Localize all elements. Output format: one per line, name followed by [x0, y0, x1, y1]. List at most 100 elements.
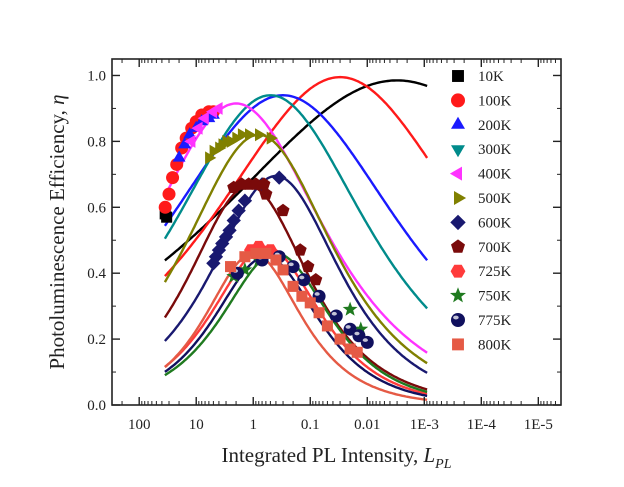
data-point-500k — [255, 128, 267, 142]
legend-label-800k: 800K — [478, 337, 512, 353]
data-point-700k — [309, 273, 323, 286]
legend-marker-775k — [451, 313, 465, 327]
x-tick-label: 10 — [189, 417, 204, 433]
data-point-700k — [257, 177, 271, 190]
data-point-800k — [296, 290, 308, 302]
legend-marker-750k — [450, 287, 466, 303]
plot-frame — [111, 58, 562, 406]
legend-marker-725k — [450, 264, 466, 278]
x-axis-label-text: Integrated PL Intensity, — [221, 443, 423, 467]
y-tick-label: 0.2 — [87, 332, 106, 348]
data-point-800k — [277, 264, 289, 276]
legend: 10K 100K 200K 300K 400K 500K 600K 700K 725K 750K 7… — [449, 69, 512, 353]
data-point-800k — [287, 280, 299, 292]
data-point-100k — [162, 187, 176, 201]
data-point-800k — [334, 333, 346, 345]
x-tick-label: 1E-3 — [410, 417, 439, 433]
x-tick-label: 100 — [128, 417, 151, 433]
data-point-750k — [237, 262, 253, 277]
y-axis-label: Photoluminescence Efficiency, η — [45, 94, 69, 369]
y-tick-label: 0.8 — [87, 134, 106, 150]
legend-marker-200k — [451, 116, 465, 129]
data-point-100k — [158, 200, 172, 214]
x-tick-label: 0.1 — [301, 417, 320, 433]
sphere-highlight — [362, 338, 368, 342]
data-point-500k — [237, 128, 250, 142]
sphere-body — [451, 313, 465, 327]
data-point-200k — [183, 127, 197, 139]
x-tick-label: 1E-5 — [524, 417, 553, 433]
data-point-600k — [272, 170, 287, 185]
data-point-700k — [301, 259, 315, 273]
data-point-800k — [260, 247, 272, 259]
fit-curve-725k — [164, 245, 428, 396]
sphere-highlight — [331, 311, 337, 316]
data-point-400k — [191, 121, 203, 135]
legend-label-750k: 750K — [478, 289, 512, 305]
legend-marker-700k — [451, 239, 465, 253]
legend-marker-500k — [454, 191, 467, 205]
data-point-775k — [286, 260, 300, 274]
data-point-750k — [342, 301, 358, 316]
legend-label-600k: 600K — [478, 215, 512, 231]
data-point-500k — [245, 128, 257, 142]
y-tick-label: 0.0 — [87, 398, 106, 414]
data-point-800k — [225, 261, 237, 273]
data-point-600k — [231, 203, 246, 218]
legend-label-775k: 775K — [478, 313, 512, 329]
legend-marker-400k — [449, 166, 462, 181]
y-axis-ticks: 0.0 0.2 0.4 0.6 0.8 1.0 — [87, 68, 561, 414]
data-point-10k — [161, 211, 173, 223]
legend-label-700k: 700K — [478, 240, 512, 256]
data-point-800k — [344, 343, 356, 355]
data-point-200k — [172, 150, 186, 162]
fit-curve-600k — [164, 174, 428, 374]
data-point-500k — [205, 151, 217, 165]
fit-curve-800k — [164, 252, 428, 401]
legend-marker-10k — [452, 70, 464, 82]
data-point-775k — [297, 273, 311, 287]
legend-label-500k: 500K — [478, 191, 512, 207]
legend-label-725k: 725K — [478, 264, 512, 280]
legend-marker-600k — [450, 214, 466, 231]
sphere-body — [297, 273, 311, 287]
fit-curve-100k — [164, 75, 429, 277]
data-point-800k — [270, 254, 282, 266]
sphere-highlight — [345, 325, 351, 329]
fit-curve-500k — [163, 133, 428, 365]
data-point-775k — [343, 322, 357, 336]
data-point-775k — [329, 309, 343, 323]
data-point-400k — [211, 102, 223, 115]
data-point-400k — [197, 111, 209, 125]
fit-curves — [163, 75, 429, 401]
data-point-500k — [266, 131, 278, 145]
data-point-400k — [184, 134, 196, 148]
x-tick-label: 0.01 — [354, 417, 380, 433]
y-tick-label: 0.6 — [87, 200, 106, 216]
data-point-800k — [321, 320, 333, 332]
data-point-800k — [351, 346, 363, 358]
data-point-100k — [166, 171, 180, 185]
data-points — [158, 102, 374, 358]
data-point-700k — [276, 203, 290, 217]
legend-label-300k: 300K — [478, 142, 512, 158]
data-point-775k — [312, 289, 326, 303]
sphere-highlight — [453, 315, 459, 320]
y-axis-label-text: Photoluminescence Efficiency, — [45, 105, 69, 370]
sphere-highlight — [288, 262, 294, 267]
x-axis-label: Integrated PL Intensity, LPL — [221, 443, 451, 472]
x-axis-label-symbol: L — [422, 443, 435, 467]
data-point-700k — [293, 243, 307, 256]
x-axis-label-subscript: PL — [434, 457, 452, 472]
y-tick-label: 1.0 — [87, 68, 106, 84]
data-point-775k — [360, 335, 374, 349]
legend-marker-100k — [451, 93, 465, 108]
sphere-highlight — [314, 292, 320, 296]
legend-label-200k: 200K — [478, 118, 512, 134]
data-point-800k — [313, 307, 325, 319]
data-point-700k — [259, 187, 273, 200]
x-tick-label: 1 — [249, 417, 257, 433]
sphere-highlight — [354, 331, 360, 336]
